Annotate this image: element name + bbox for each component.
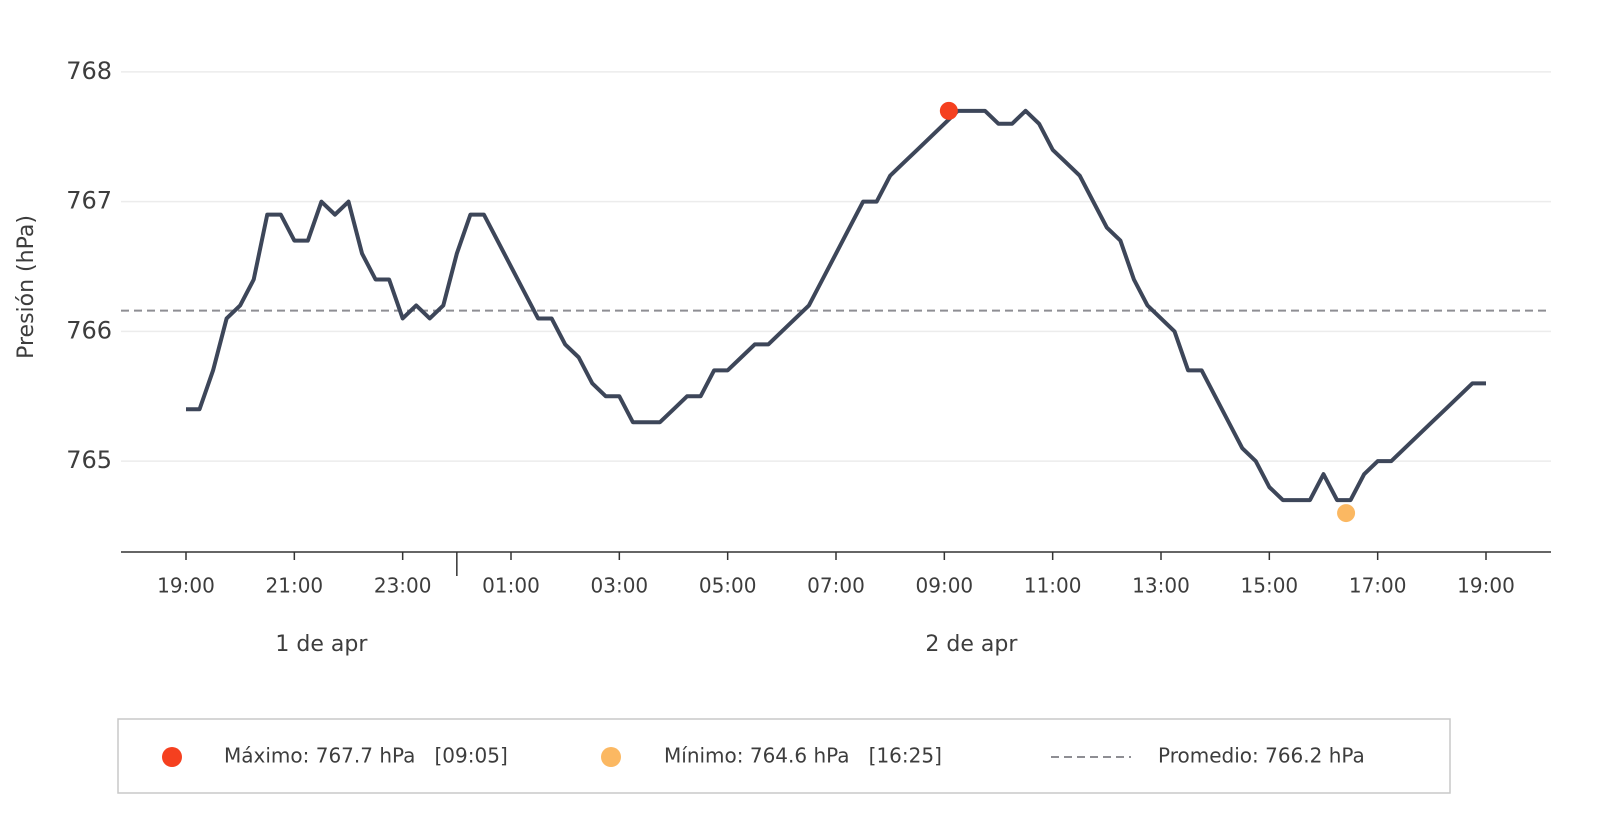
min-marker	[1337, 504, 1356, 523]
x-tick-label: 23:00	[374, 574, 432, 598]
x-tick-label: 19:00	[157, 574, 215, 598]
x-tick-label: 15:00	[1241, 574, 1299, 598]
y-axis-label: Presión (hPa)	[14, 215, 39, 359]
max-marker	[939, 101, 958, 120]
day-label: 1 de apr	[275, 632, 368, 657]
x-tick-label: 01:00	[482, 574, 540, 598]
x-tick-label: 19:00	[1457, 574, 1515, 598]
day-label: 2 de apr	[925, 632, 1018, 657]
legend-average-label: Promedio: 766.2 hPa	[1158, 744, 1365, 768]
y-tick-label: 767	[66, 187, 112, 215]
legend-max-label: Máximo: 767.7 hPa [09:05]	[224, 744, 508, 768]
y-tick-label: 766	[66, 316, 112, 344]
legend-box	[117, 718, 1451, 794]
x-tick-label: 07:00	[807, 574, 865, 598]
legend-min-swatch	[601, 747, 621, 767]
x-tick-label: 17:00	[1349, 574, 1407, 598]
legend-min-label: Mínimo: 764.6 hPa [16:25]	[664, 744, 942, 768]
y-tick-label: 768	[66, 57, 112, 85]
x-tick-label: 03:00	[591, 574, 649, 598]
legend-max-swatch	[162, 747, 182, 767]
x-tick-label: 11:00	[1024, 574, 1082, 598]
x-tick-label: 13:00	[1132, 574, 1190, 598]
y-tick-label: 765	[66, 446, 112, 474]
x-tick-label: 21:00	[266, 574, 324, 598]
x-tick-label: 05:00	[699, 574, 757, 598]
x-tick-label: 09:00	[916, 574, 974, 598]
pressure-line	[186, 108, 1486, 503]
